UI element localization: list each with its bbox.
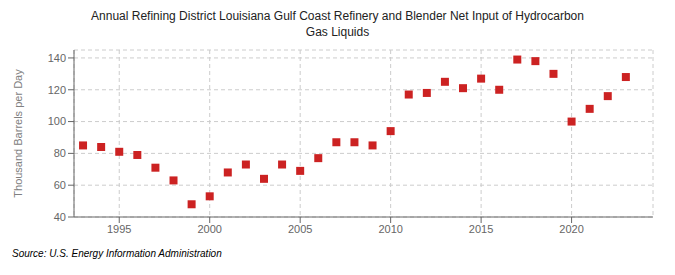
svg-text:2005: 2005 <box>288 223 312 235</box>
svg-text:2000: 2000 <box>197 223 221 235</box>
html-text:Gas Liquids: Gas Liquids <box>305 25 370 39</box>
html-text:Annual Refining District Louis: Annual Refining District Louisiana Gulf … <box>91 9 584 23</box>
svg-text:80: 80 <box>54 147 66 159</box>
svg-text:2015: 2015 <box>469 223 493 235</box>
svg-text:60: 60 <box>54 179 66 191</box>
svg-text:Thousand Barrels per Day: Thousand Barrels per Day <box>12 69 24 198</box>
svg-text:2020: 2020 <box>559 223 583 235</box>
svg-text:120: 120 <box>48 84 66 96</box>
svg-text:100: 100 <box>48 115 66 127</box>
html-text:Source: U.S. Energy Informatio: Source: U.S. Energy Information Administ… <box>12 248 222 259</box>
svg-text:2010: 2010 <box>378 223 402 235</box>
svg-text:140: 140 <box>48 52 66 64</box>
svg-text:40: 40 <box>54 211 66 223</box>
svg-text:1995: 1995 <box>107 223 131 235</box>
